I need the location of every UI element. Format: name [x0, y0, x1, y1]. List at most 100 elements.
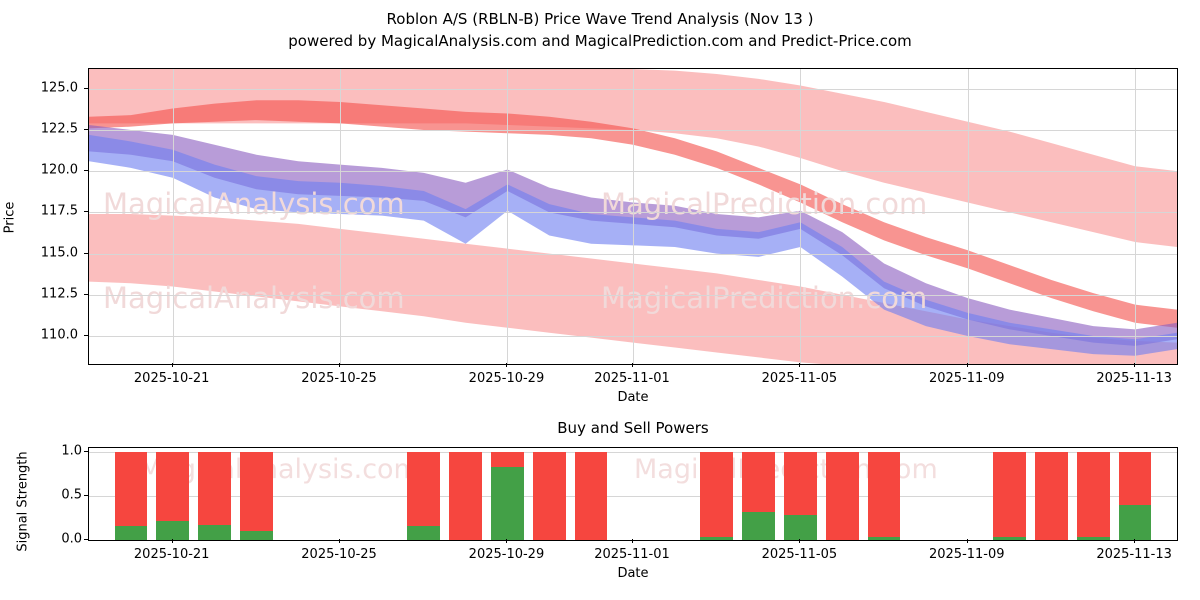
price-gridline-v-5: [967, 69, 969, 364]
signal-xtick-mark-5: [966, 539, 968, 543]
signal-bar[interactable]: [825, 452, 859, 540]
signal-gridline-h-1: [89, 496, 1177, 498]
signal-gridline-h-0: [89, 540, 1177, 541]
price-xtick-mark-5: [966, 363, 968, 367]
signal-bar[interactable]: [1076, 452, 1110, 540]
price-xtick-label-5: 2025-11-09: [928, 371, 1005, 386]
signal-xtick-mark-2: [506, 539, 508, 543]
sell-power-segment: [407, 452, 441, 540]
signal-ytick-mark-2: [84, 451, 88, 453]
signal-bar[interactable]: [1118, 452, 1152, 540]
signal-bar[interactable]: [240, 452, 273, 540]
buy-power-segment: [198, 525, 231, 540]
sell-power-segment: [114, 452, 148, 540]
signal-chart-y-axis-label: Signal Strength: [15, 451, 31, 552]
price-xtick-mark-0: [171, 363, 173, 367]
signal-xtick-label-0: 2025-10-21: [133, 547, 210, 562]
sell-power-segment: [867, 452, 901, 540]
signal-xtick-label-4: 2025-11-05: [761, 547, 838, 562]
signal-xtick-mark-0: [171, 539, 173, 543]
signal-xtick-mark-1: [339, 539, 341, 543]
price-ytick-mark-0: [84, 334, 88, 336]
buy-power-segment: [700, 536, 733, 540]
buy-power-segment: [742, 511, 775, 540]
signal-xtick-label-1: 2025-10-25: [301, 547, 377, 562]
buy-power-segment: [240, 531, 273, 540]
price-gridline-v-3: [633, 69, 634, 364]
signal-xtick-mark-6: [1134, 539, 1136, 543]
price-ytick-label-2: 115.0: [40, 245, 78, 261]
signal-bar[interactable]: [114, 452, 148, 540]
price-xtick-mark-1: [339, 363, 341, 367]
buy-power-segment: [156, 520, 189, 540]
price-ytick-mark-5: [84, 128, 88, 130]
signal-bar[interactable]: [1035, 452, 1068, 540]
price-xtick-label-1: 2025-10-25: [301, 371, 377, 386]
signal-ytick-mark-1: [84, 495, 88, 497]
signal-xtick-label-5: 2025-11-09: [928, 547, 1005, 562]
signal-gridline-h-2: [89, 452, 1177, 454]
price-ytick-label-6: 125.0: [40, 80, 78, 96]
price-ytick-mark-1: [84, 293, 88, 295]
buy-power-segment: [1076, 537, 1110, 540]
sell-power-segment: [700, 452, 733, 540]
price-xtick-mark-6: [1134, 363, 1136, 367]
buy-power-segment: [491, 467, 524, 540]
signal-bar[interactable]: [491, 452, 524, 540]
sell-power-segment: [1035, 452, 1068, 540]
price-xtick-label-3: 2025-11-01: [594, 371, 670, 386]
buy-power-segment: [114, 525, 148, 540]
price-chart-plot-area: MagicalAnalysis.com MagicalPrediction.co…: [88, 68, 1178, 365]
price-ytick-mark-2: [84, 252, 88, 254]
signal-xtick-label-2: 2025-10-29: [468, 547, 545, 562]
price-gridline-v-1: [340, 69, 342, 364]
buy-power-segment: [1118, 504, 1152, 540]
signal-chart-x-axis-label: Date: [617, 566, 649, 581]
signal-bar[interactable]: [198, 452, 231, 540]
signal-bar[interactable]: [784, 452, 817, 540]
buy-power-segment: [993, 537, 1026, 540]
signal-bar[interactable]: [574, 452, 608, 540]
price-ytick-label-4: 120.0: [40, 162, 78, 178]
signal-ytick-label-2: 1.0: [61, 443, 82, 459]
price-chart-y-axis-label: Price: [2, 201, 18, 234]
signal-bar[interactable]: [742, 452, 775, 540]
sell-power-segment: [532, 452, 566, 540]
signal-bar[interactable]: [532, 452, 566, 540]
price-xtick-mark-2: [506, 363, 508, 367]
price-xtick-label-2: 2025-10-29: [468, 371, 545, 386]
signal-xtick-mark-3: [632, 539, 633, 543]
price-ytick-mark-3: [84, 211, 88, 213]
price-ytick-label-1: 112.5: [40, 286, 78, 302]
price-gridline-v-6: [1135, 69, 1137, 364]
page-subtitle: powered by MagicalAnalysis.com and Magic…: [288, 32, 912, 50]
wave-band-3: [89, 125, 1177, 346]
price-chart-x-axis-label: Date: [617, 390, 649, 405]
sell-power-segment: [1076, 452, 1110, 540]
buy-power-segment: [867, 536, 901, 540]
bar-chart-title: Buy and Sell Powers: [557, 419, 709, 437]
sell-power-segment: [240, 452, 273, 540]
signal-ytick-mark-0: [84, 539, 88, 540]
buy-power-segment: [784, 515, 817, 540]
signal-xtick-label-3: 2025-11-01: [594, 547, 670, 562]
sell-power-segment: [993, 452, 1026, 540]
signal-bar[interactable]: [407, 452, 441, 540]
price-ytick-label-3: 117.5: [40, 203, 78, 219]
price-gridline-v-4: [800, 69, 802, 364]
sell-power-segment: [574, 452, 608, 540]
signal-bar[interactable]: [700, 452, 733, 540]
price-xtick-label-4: 2025-11-05: [761, 371, 838, 386]
buy-power-segment: [407, 525, 441, 540]
chart-title-block: Roblon A/S (RBLN-B) Price Wave Trend Ana…: [0, 8, 1200, 52]
price-xtick-mark-3: [632, 363, 633, 367]
page-title: Roblon A/S (RBLN-B) Price Wave Trend Ana…: [386, 10, 814, 28]
price-ytick-label-5: 122.5: [40, 121, 78, 137]
price-xtick-label-0: 2025-10-21: [133, 371, 210, 386]
signal-strength-plot-area: MagicalAnalysis.com MagicalPrediction.co…: [88, 447, 1178, 541]
signal-bar[interactable]: [993, 452, 1026, 540]
signal-bar[interactable]: [867, 452, 901, 540]
signal-bar[interactable]: [156, 452, 189, 540]
signal-bar[interactable]: [449, 452, 482, 540]
